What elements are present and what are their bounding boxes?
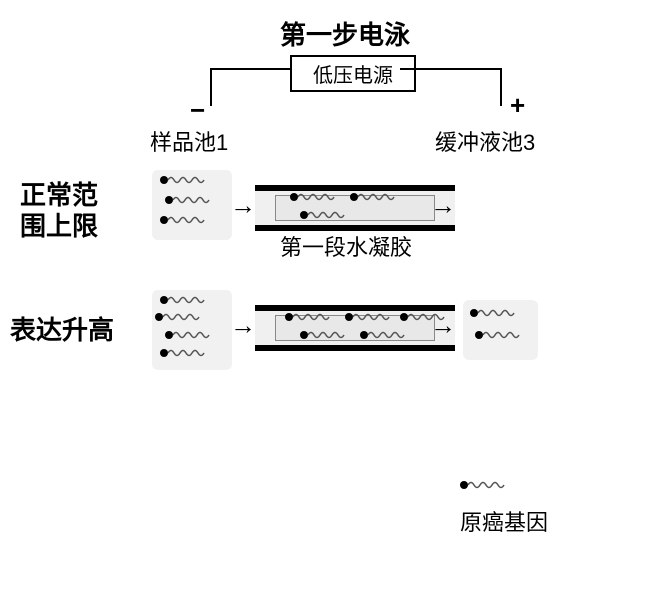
- gene-molecule: [475, 330, 521, 340]
- normal-limit-label: 正常范 围上限: [20, 180, 98, 242]
- gene-molecule: [290, 192, 336, 202]
- plus-sign: +: [510, 90, 525, 121]
- normal-limit-line1: 正常范: [20, 180, 98, 211]
- gene-molecule: [350, 192, 396, 202]
- gene-molecule: [160, 175, 206, 185]
- normal-limit-line2: 围上限: [20, 211, 98, 242]
- gene-molecule: [160, 295, 206, 305]
- wire-top-left: [210, 68, 290, 70]
- wire-down-right: [500, 68, 502, 106]
- wire-top-right: [400, 68, 500, 70]
- gene-molecule: [160, 348, 206, 358]
- row2-arrow-in: →: [230, 310, 256, 341]
- power-source-box: 低压电源: [290, 55, 416, 92]
- first-gel-label: 第一段水凝胶: [280, 235, 412, 261]
- gene-molecule: [360, 330, 406, 340]
- gene-molecule: [285, 312, 331, 322]
- minus-sign: −: [190, 95, 205, 126]
- gene-molecule: [165, 195, 211, 205]
- gene-molecule: [300, 210, 346, 220]
- wire-down-left: [210, 68, 212, 106]
- row1-arrow-in: →: [230, 190, 256, 221]
- gene-molecule: [460, 480, 506, 490]
- sample-pool-label: 样品池1: [150, 130, 228, 156]
- increased-expr-label: 表达升高: [10, 315, 114, 346]
- oncogene-legend-label: 原癌基因: [460, 510, 548, 536]
- gene-molecule: [165, 330, 211, 340]
- diagram-title: 第一步电泳: [280, 15, 410, 52]
- gene-molecule: [160, 215, 206, 225]
- gene-molecule: [470, 308, 516, 318]
- gene-molecule: [300, 330, 346, 340]
- buffer-pool-label: 缓冲液池3: [435, 130, 535, 156]
- gene-molecule: [400, 312, 446, 322]
- gene-molecule: [155, 312, 201, 322]
- row1-arrow-out: →: [430, 190, 456, 221]
- gene-molecule: [345, 312, 391, 322]
